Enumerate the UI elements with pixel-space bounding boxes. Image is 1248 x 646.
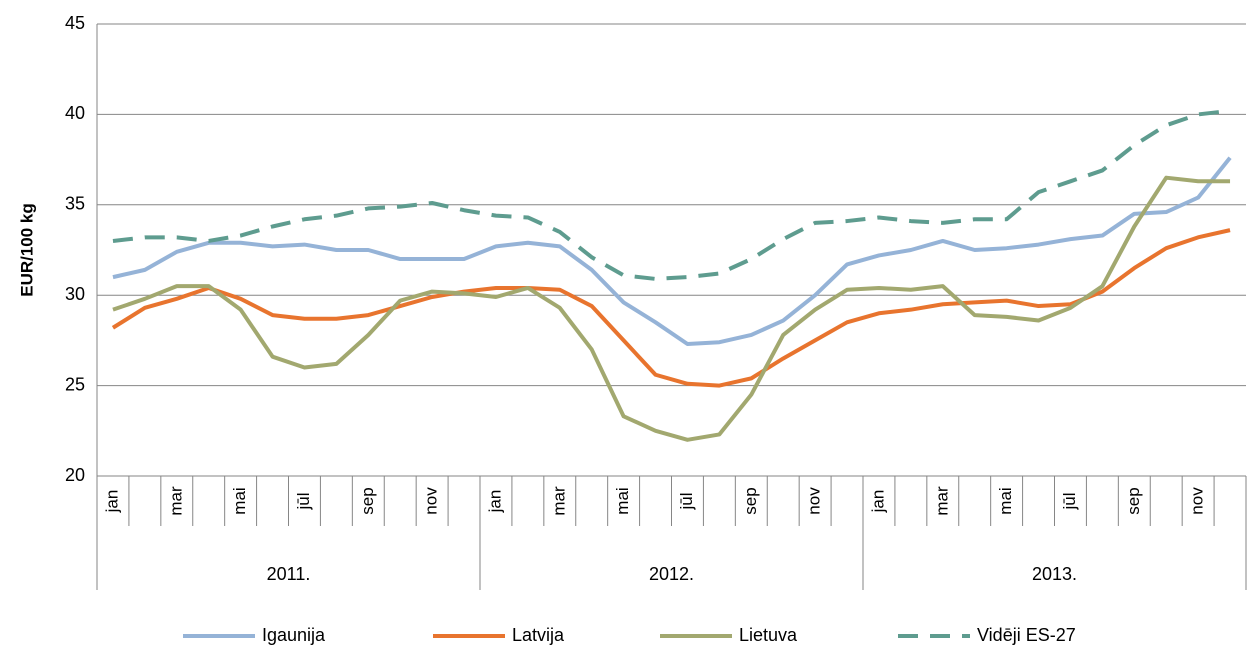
x-tick-label: nov [1188, 487, 1207, 515]
x-tick-label: mar [932, 486, 951, 516]
x-tick-label: mar [166, 486, 185, 516]
x-tick-label: sep [1124, 487, 1143, 514]
x-tick-label: jan [485, 490, 504, 514]
x-tick-label: jan [868, 490, 887, 514]
x-tick-label: mai [230, 487, 249, 514]
legend-label: Lietuva [739, 625, 798, 645]
line-series [112, 175, 1231, 442]
line-series [112, 156, 1232, 347]
x-tick-label: jan [102, 490, 121, 514]
x-tick-label: nov [422, 487, 441, 515]
year-label: 2011. [267, 564, 311, 584]
y-tick-label: 25 [65, 374, 85, 394]
line-series [112, 108, 1231, 281]
x-tick-label: jūl [294, 492, 313, 510]
x-tick-label: jūl [677, 492, 696, 510]
y-axis-label: EUR/100 kg [17, 203, 36, 297]
x-tick-label: jūl [1060, 492, 1079, 510]
y-tick-label: 45 [65, 13, 85, 33]
x-tick-label: mar [549, 486, 568, 516]
x-tick-label: sep [358, 487, 377, 514]
y-tick-label: 40 [65, 103, 85, 123]
x-tick-label: mai [613, 487, 632, 514]
x-tick-label: nov [805, 487, 824, 515]
y-tick-label: 35 [65, 194, 85, 214]
y-tick-label: 30 [65, 284, 85, 304]
year-label: 2012. [649, 564, 694, 584]
y-tick-label: 20 [65, 465, 85, 485]
year-label: 2013. [1032, 564, 1077, 584]
line-series [111, 228, 1231, 388]
legend-label: Vidēji ES-27 [977, 625, 1076, 645]
legend-label: Igaunija [262, 625, 326, 645]
x-tick-label: mai [996, 487, 1015, 514]
x-tick-label: sep [741, 487, 760, 514]
legend-label: Latvija [512, 625, 565, 645]
